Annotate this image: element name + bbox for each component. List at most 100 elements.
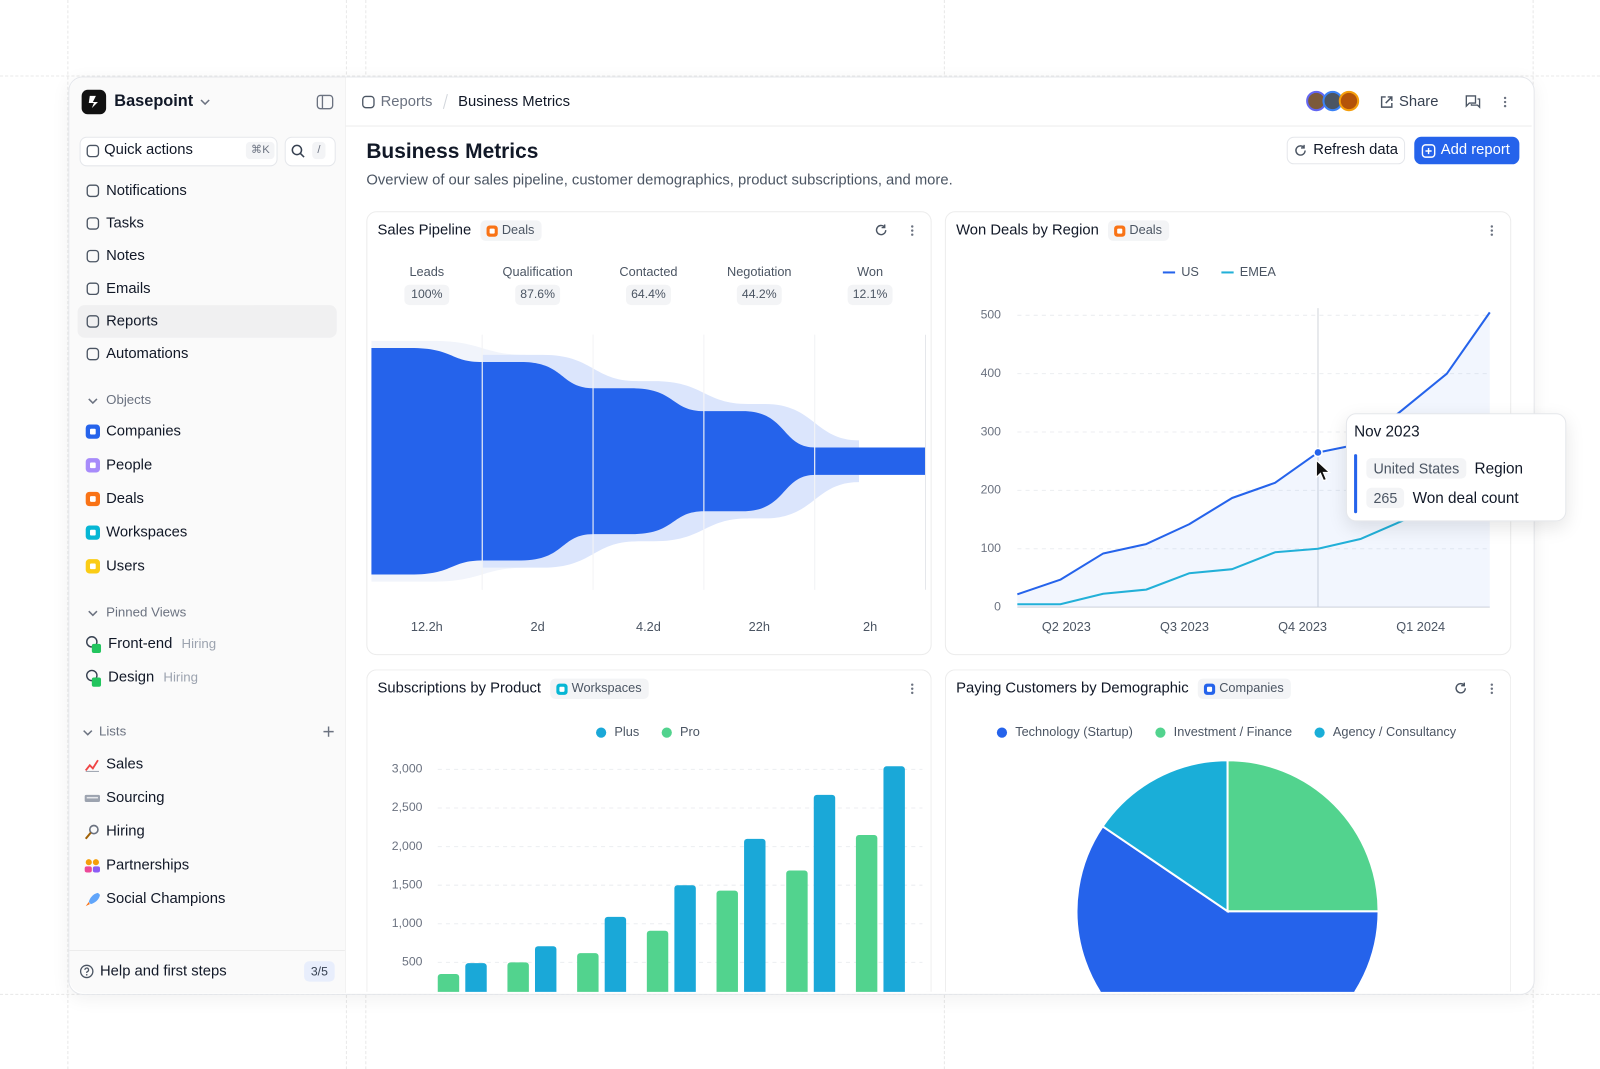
stage-percent: 44.2% (742, 287, 777, 301)
share-button[interactable]: Share (1398, 93, 1439, 111)
y-tick-label: 0 (994, 599, 1001, 613)
pinned-view[interactable]: Design Hiring (108, 667, 198, 687)
card-menu[interactable] (911, 683, 914, 695)
nav-icon-part (86, 184, 100, 198)
bar (855, 835, 878, 992)
nav-icon (86, 282, 100, 296)
nav-item[interactable]: Notes (106, 247, 145, 265)
x-tick-label: Q3 2023 (1160, 619, 1209, 634)
nav-icon-part (86, 249, 100, 263)
quick-actions[interactable] (79, 136, 278, 167)
comments-part (1465, 95, 1477, 108)
nav-item[interactable]: Automations (106, 345, 189, 363)
list-icon-part (92, 859, 99, 866)
nav-item[interactable]: Notifications (106, 182, 187, 199)
workspace-name[interactable]: Basepoint (114, 92, 194, 111)
object-icon (85, 424, 100, 439)
object-item[interactable]: Companies (106, 423, 181, 440)
search-shortcut: / (312, 141, 326, 160)
list-item[interactable]: Hiring (106, 823, 145, 840)
page-description: Overview of our sales pipeline, customer… (366, 172, 953, 189)
stage-percent: 87.6% (520, 287, 555, 301)
y-tick-label: 1,500 (392, 877, 423, 891)
bar (577, 953, 599, 992)
card-menu-part (1490, 229, 1494, 232)
object-icon-part (89, 529, 96, 536)
list-icon-part (85, 859, 92, 866)
card-menu[interactable] (1490, 683, 1494, 695)
tooltip-pill: United States (1366, 458, 1467, 479)
nav-item[interactable]: Reports (106, 313, 158, 330)
workspace-menu[interactable] (198, 95, 212, 109)
y-tick-label: 2,500 (392, 800, 423, 814)
chart-tag: Companies (1219, 680, 1284, 695)
add-report-button[interactable] (1414, 136, 1520, 165)
stage-pill (626, 284, 671, 306)
more[interactable] (1503, 96, 1507, 108)
tag-pill (550, 678, 649, 699)
card-refresh-part (875, 224, 887, 236)
object-item[interactable]: People (106, 457, 153, 474)
pinned-view[interactable]: Front-end Hiring (108, 634, 216, 654)
card-menu[interactable] (911, 225, 914, 236)
funnel-stage (593, 388, 705, 535)
legend-label: Agency / Consultancy (1333, 724, 1457, 739)
list-item[interactable]: Sourcing (106, 789, 165, 807)
legend-swatch (1314, 727, 1325, 738)
add-report-icon-part (1425, 147, 1432, 155)
quick-actions-label: Quick actions (104, 141, 193, 159)
legend-swatch (596, 727, 607, 738)
legend-label: Pro (680, 724, 700, 739)
card-menu[interactable] (1490, 225, 1494, 236)
list-item[interactable]: Sales (106, 756, 144, 773)
tag-pill (1197, 678, 1291, 699)
nav-item[interactable]: Emails (106, 280, 151, 297)
pinned-name: Design (108, 669, 155, 686)
more-part (1503, 96, 1507, 100)
breadcrumb[interactable]: Reports (380, 93, 433, 111)
bar (716, 890, 738, 992)
y-tick-label: 300 (981, 424, 1002, 438)
section-title: Lists (98, 723, 127, 739)
refresh-button[interactable] (1286, 136, 1406, 165)
add-list[interactable] (323, 726, 334, 737)
y-tick-label: 1,000 (392, 916, 423, 930)
chart-card: Sales Pipeline Deals Leads 100% 12.2h Qualifi… (366, 211, 932, 656)
comments[interactable] (1465, 95, 1481, 109)
help-icon-part (85, 973, 88, 976)
card-refresh[interactable] (875, 224, 887, 236)
share-icon-part (1380, 96, 1393, 108)
section-toggle[interactable] (86, 606, 100, 620)
search-icon (291, 144, 305, 158)
list-icon (84, 824, 99, 840)
bar (674, 885, 696, 992)
card-menu-part (1490, 691, 1494, 695)
list-item[interactable]: Partnerships (106, 857, 190, 874)
object-item[interactable]: Deals (106, 490, 144, 508)
list-icon (84, 859, 100, 873)
card-refresh[interactable] (1455, 682, 1467, 694)
nav-item[interactable]: Tasks (106, 215, 144, 232)
quick-icon-part (86, 144, 100, 158)
avatar (1338, 90, 1360, 112)
sidebar-toggle-part (316, 94, 334, 110)
share-icon (1380, 96, 1393, 108)
list-icon-part (84, 866, 92, 873)
add-report-icon (1421, 144, 1436, 158)
object-item[interactable]: Workspaces (106, 524, 188, 541)
object-item[interactable]: Users (106, 558, 145, 575)
sidebar-toggle[interactable] (316, 94, 334, 110)
y-tick-label: 100 (981, 541, 1002, 555)
legend-swatch (661, 727, 672, 738)
bar (465, 963, 487, 992)
list-item[interactable]: Social Champions (106, 890, 226, 908)
pinned-tag: Hiring (163, 669, 199, 685)
help-icon-part (79, 964, 94, 979)
section-toggle[interactable] (81, 726, 95, 740)
help-link[interactable]: Help and first steps (99, 963, 227, 980)
section-toggle[interactable] (86, 394, 100, 408)
list-icon-part (85, 902, 90, 907)
object-icon-part (89, 496, 96, 502)
stage-percent: 100% (411, 287, 442, 301)
help-icon (79, 964, 94, 979)
